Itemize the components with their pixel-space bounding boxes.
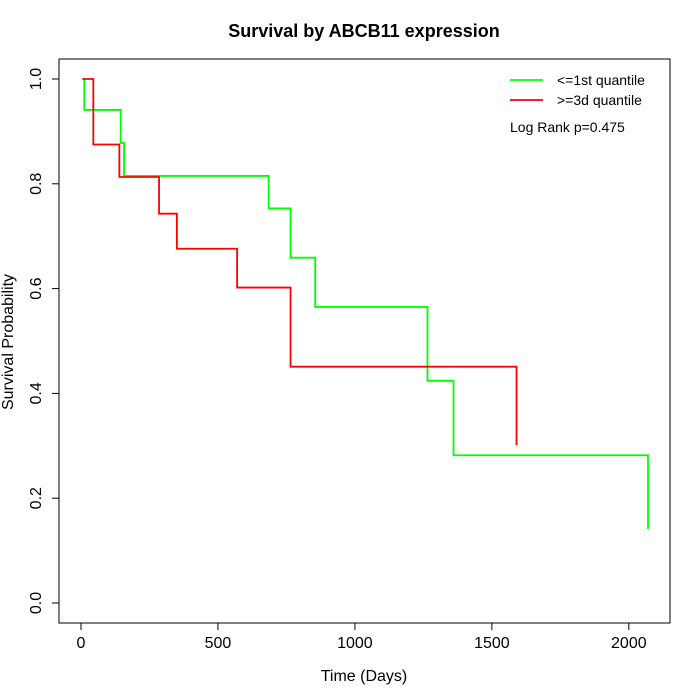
plot-frame [58,58,671,624]
legend-label-1: <=1st quantile [557,72,645,88]
x-tick-label: 1500 [474,635,510,652]
x-tick-label: 1000 [337,635,373,652]
chart-title: Survival by ABCB11 expression [228,21,499,41]
y-tick-label: 1.0 [28,68,45,90]
y-axis: 0.0 0.2 0.4 0.6 0.8 1.0 [28,68,59,614]
x-axis: 0 500 1000 1500 2000 [77,623,647,652]
y-tick-label: 0.8 [28,173,45,195]
series-layer [82,78,649,530]
x-tick-label: 0 [77,635,86,652]
series-line-2 [82,78,518,446]
legend-label-2: >=3d quantile [557,92,642,108]
y-tick-label: 0.6 [28,277,45,299]
y-tick-label: 0.4 [28,382,45,404]
x-tick-label: 2000 [611,635,647,652]
legend: <=1st quantile >=3d quantile [510,72,645,108]
y-tick-label: 0.2 [28,487,45,509]
series-line-1 [82,78,649,530]
y-tick-label: 0.0 [28,592,45,614]
x-axis-label: Time (Days) [321,668,408,685]
y-axis-label: Survival Probability [0,274,17,410]
x-tick-label: 500 [205,635,232,652]
log-rank-annotation: Log Rank p=0.475 [510,119,625,135]
